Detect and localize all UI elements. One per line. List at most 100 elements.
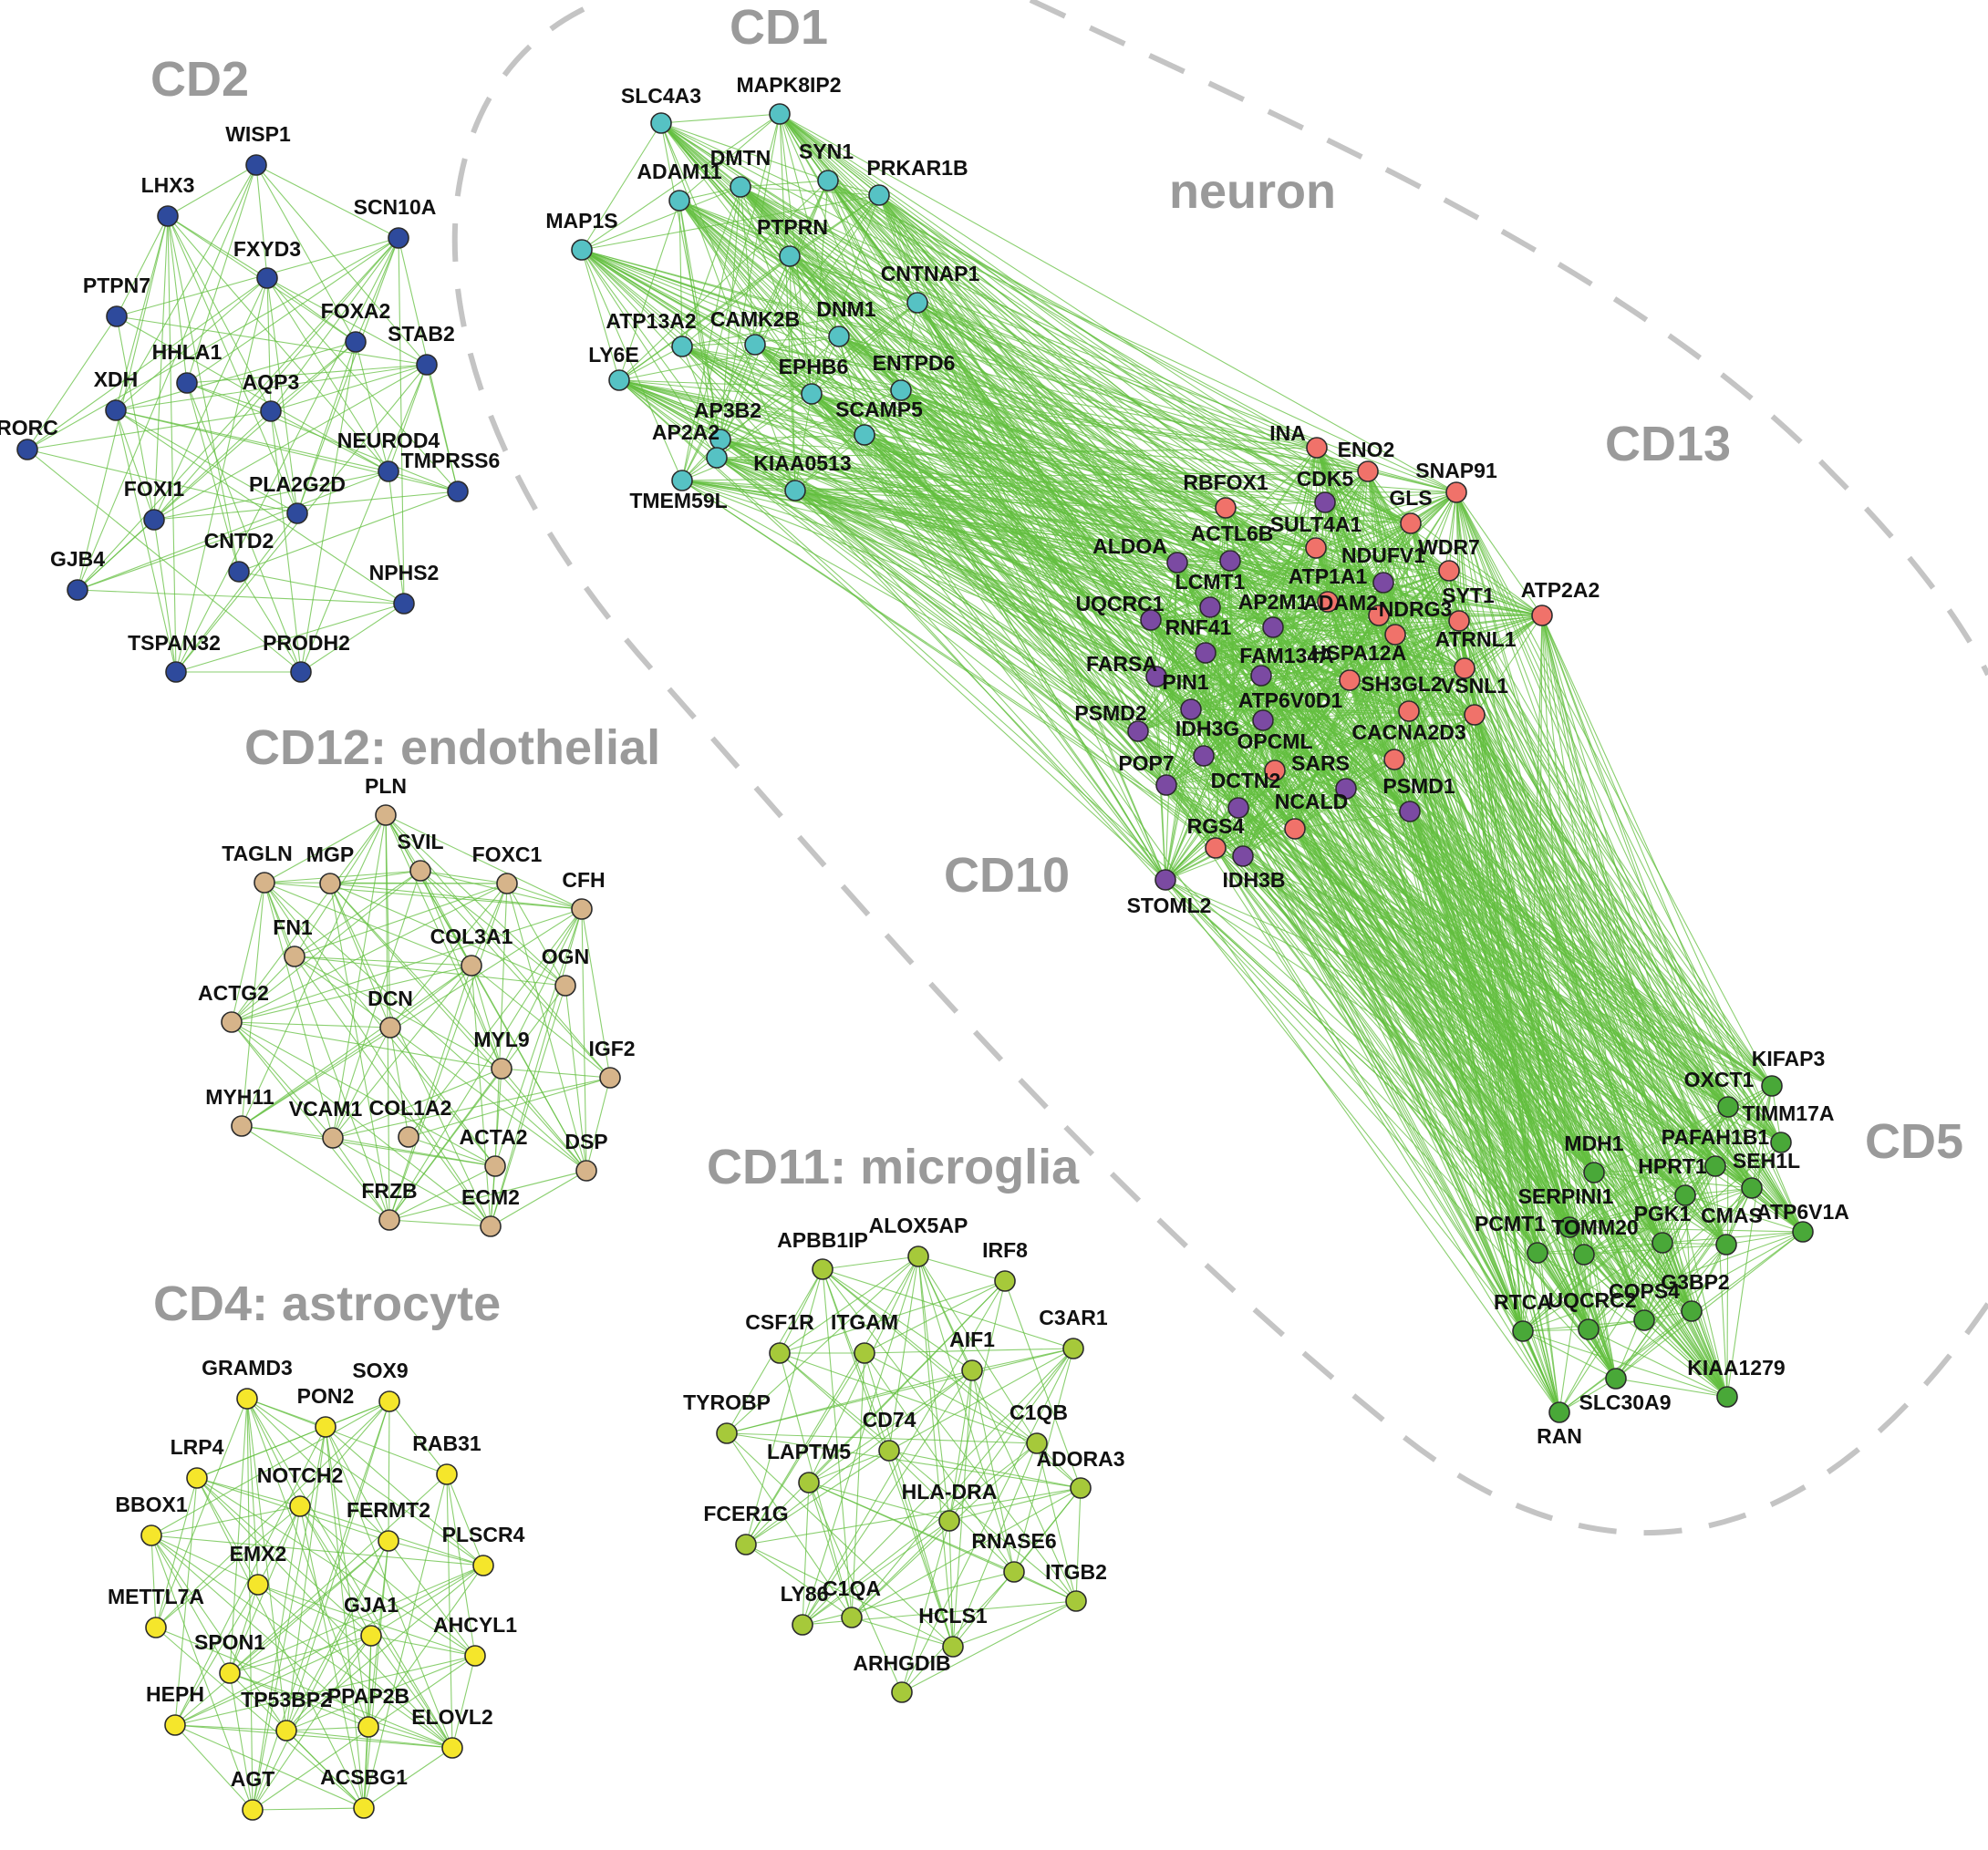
node-label-ecm2: ECM2	[461, 1185, 520, 1209]
edge-cd10-cd5	[1137, 730, 1729, 1108]
edge-cd1-cd10	[716, 457, 1231, 562]
edge-cd2	[153, 364, 428, 521]
edge-cd10-cd5	[1229, 560, 1773, 1087]
node-label-c3ar1: C3AR1	[1039, 1306, 1108, 1329]
node-ecm2	[480, 1215, 502, 1237]
edge-cd12	[494, 908, 583, 1167]
edge-cd13-cd5	[1464, 667, 1727, 1245]
node-label-tp53bp2: TP53BP2	[241, 1688, 332, 1711]
edge-cd2	[266, 277, 272, 412]
node-label-prkar1b: PRKAR1B	[866, 156, 968, 180]
edge-cd11	[901, 1520, 950, 1693]
node-adam11	[668, 190, 690, 212]
edge-cd10-cd5	[1165, 879, 1589, 1330]
edge-cd13-cd10	[1272, 626, 1396, 636]
edge-cd13-cd10	[1229, 560, 1460, 622]
node-label-dcn: DCN	[368, 987, 413, 1010]
edge-cd5	[1725, 1085, 1773, 1245]
node-label-xdh: XDH	[94, 367, 139, 391]
edge-cd1-cd10	[716, 457, 1384, 584]
node-label-laptm5: LAPTM5	[767, 1440, 851, 1463]
edge-cd13-cd10	[1209, 606, 1380, 616]
edge-cd13-cd10	[1209, 491, 1457, 608]
node-label-gramd3: GRAMD3	[202, 1356, 293, 1380]
node-label-myl9: MYL9	[473, 1028, 529, 1051]
edge-cd11	[851, 1487, 1082, 1618]
edge-cd5	[1751, 1085, 1773, 1189]
edge-cd13	[1448, 491, 1457, 572]
node-sult4a1	[1305, 537, 1327, 559]
edge-cd11	[917, 1256, 1038, 1444]
edge-cd12	[294, 956, 391, 1028]
edge-cd4	[150, 1535, 453, 1749]
node-label-nphs2: NPHS2	[369, 561, 440, 584]
edge-cd1-cd5	[581, 249, 1804, 1233]
node-stoml2	[1154, 869, 1176, 891]
edge-cd4	[252, 1505, 301, 1811]
edge-cd2	[26, 277, 268, 450]
edge-cd4	[174, 1724, 365, 1809]
edge-cd4	[285, 1426, 326, 1731]
node-label-dsp: DSP	[564, 1130, 607, 1153]
node-label-actg2: ACTG2	[198, 981, 269, 1005]
edge-cd11	[948, 1280, 1006, 1522]
node-cntd2	[228, 561, 250, 583]
edge-cd11	[726, 1256, 919, 1434]
node-label-hcls1: HCLS1	[918, 1604, 988, 1628]
edge-cd2	[270, 341, 357, 412]
edge-cd11	[802, 1442, 1038, 1626]
node-label-atp13a2: ATP13A2	[606, 309, 696, 333]
edge-cd1-cd10	[660, 122, 1178, 563]
edge-cd12	[471, 883, 508, 966]
edge-cd1	[716, 180, 829, 459]
edge-cd2	[77, 512, 298, 591]
edge-cd10-cd5	[1345, 788, 1782, 1143]
node-pla2g2d	[286, 502, 308, 524]
node-xdh	[105, 399, 127, 421]
node-fn1	[284, 946, 305, 967]
node-acta2	[484, 1155, 506, 1177]
edge-cd12	[506, 883, 587, 1172]
edge-cd12	[585, 1077, 611, 1172]
edge-cd12	[408, 908, 583, 1138]
edge-cd12	[241, 965, 472, 1127]
node-cfh	[571, 898, 593, 920]
edge-cd13-cd5	[1474, 714, 1804, 1233]
edge-cd1-cd10	[900, 389, 1274, 628]
edge-cd11	[1036, 1442, 1077, 1602]
edge-cd11	[864, 1348, 1074, 1354]
edge-cd11	[901, 1600, 1077, 1693]
edge-cd12	[264, 814, 387, 884]
edge-cd10-cd5	[1345, 788, 1753, 1189]
edge-cd2	[186, 364, 428, 384]
edge-cd4	[388, 1540, 484, 1566]
node-label-emx2: EMX2	[230, 1542, 287, 1566]
edge-cd11	[851, 1442, 1038, 1618]
node-label-ndrg3: NDRG3	[1379, 597, 1453, 621]
edge-cd13-cd5	[1327, 601, 1773, 1087]
node-rnf41	[1195, 642, 1217, 664]
edge-cd2	[116, 315, 155, 521]
edge-cd1-cd10	[716, 457, 1326, 503]
edge-cd1-cd13	[864, 434, 1217, 849]
edge-cd1	[581, 122, 662, 251]
edge-cd2	[26, 410, 272, 450]
edge-cd1-cd10	[581, 249, 1326, 503]
edge-cd1-cd13	[720, 439, 1457, 493]
node-label-notch2: NOTCH2	[257, 1463, 344, 1487]
node-farsa	[1145, 666, 1167, 687]
edge-cd10-cd5	[1190, 708, 1753, 1189]
edge-cd12	[231, 1021, 496, 1167]
node-gramd3	[236, 1388, 258, 1410]
edge-cd12	[329, 870, 421, 884]
edge-cd10-cd5	[1324, 501, 1570, 1228]
node-ogn	[554, 975, 576, 997]
edge-layer	[26, 113, 1804, 1811]
edge-cd1-cd5	[864, 434, 1728, 1398]
edge-cd2	[167, 215, 272, 412]
edge-cd2	[26, 449, 298, 514]
node-uqcrc1	[1140, 609, 1162, 631]
edge-cd4	[174, 1724, 453, 1749]
node-label-entpd6: ENTPD6	[873, 351, 956, 375]
edge-cd11	[802, 1482, 810, 1626]
